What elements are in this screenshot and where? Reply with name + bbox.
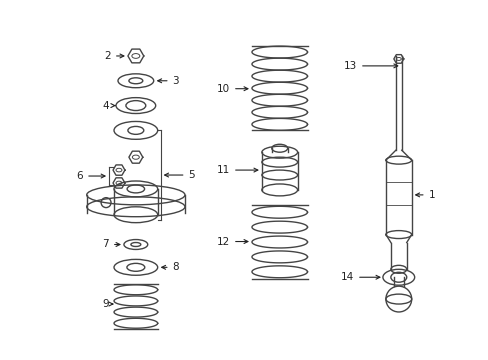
Text: 14: 14 bbox=[340, 272, 379, 282]
Text: 1: 1 bbox=[415, 190, 434, 200]
Text: 10: 10 bbox=[217, 84, 247, 94]
Text: 7: 7 bbox=[102, 239, 120, 249]
Text: 8: 8 bbox=[162, 262, 179, 272]
Text: 11: 11 bbox=[216, 165, 257, 175]
Text: 13: 13 bbox=[343, 61, 397, 71]
Text: 3: 3 bbox=[158, 76, 179, 86]
Text: 4: 4 bbox=[102, 100, 115, 111]
Text: 5: 5 bbox=[164, 170, 195, 180]
Text: 2: 2 bbox=[104, 51, 123, 61]
Text: 12: 12 bbox=[216, 237, 247, 247]
Text: 6: 6 bbox=[77, 171, 105, 181]
Text: 9: 9 bbox=[102, 299, 113, 309]
